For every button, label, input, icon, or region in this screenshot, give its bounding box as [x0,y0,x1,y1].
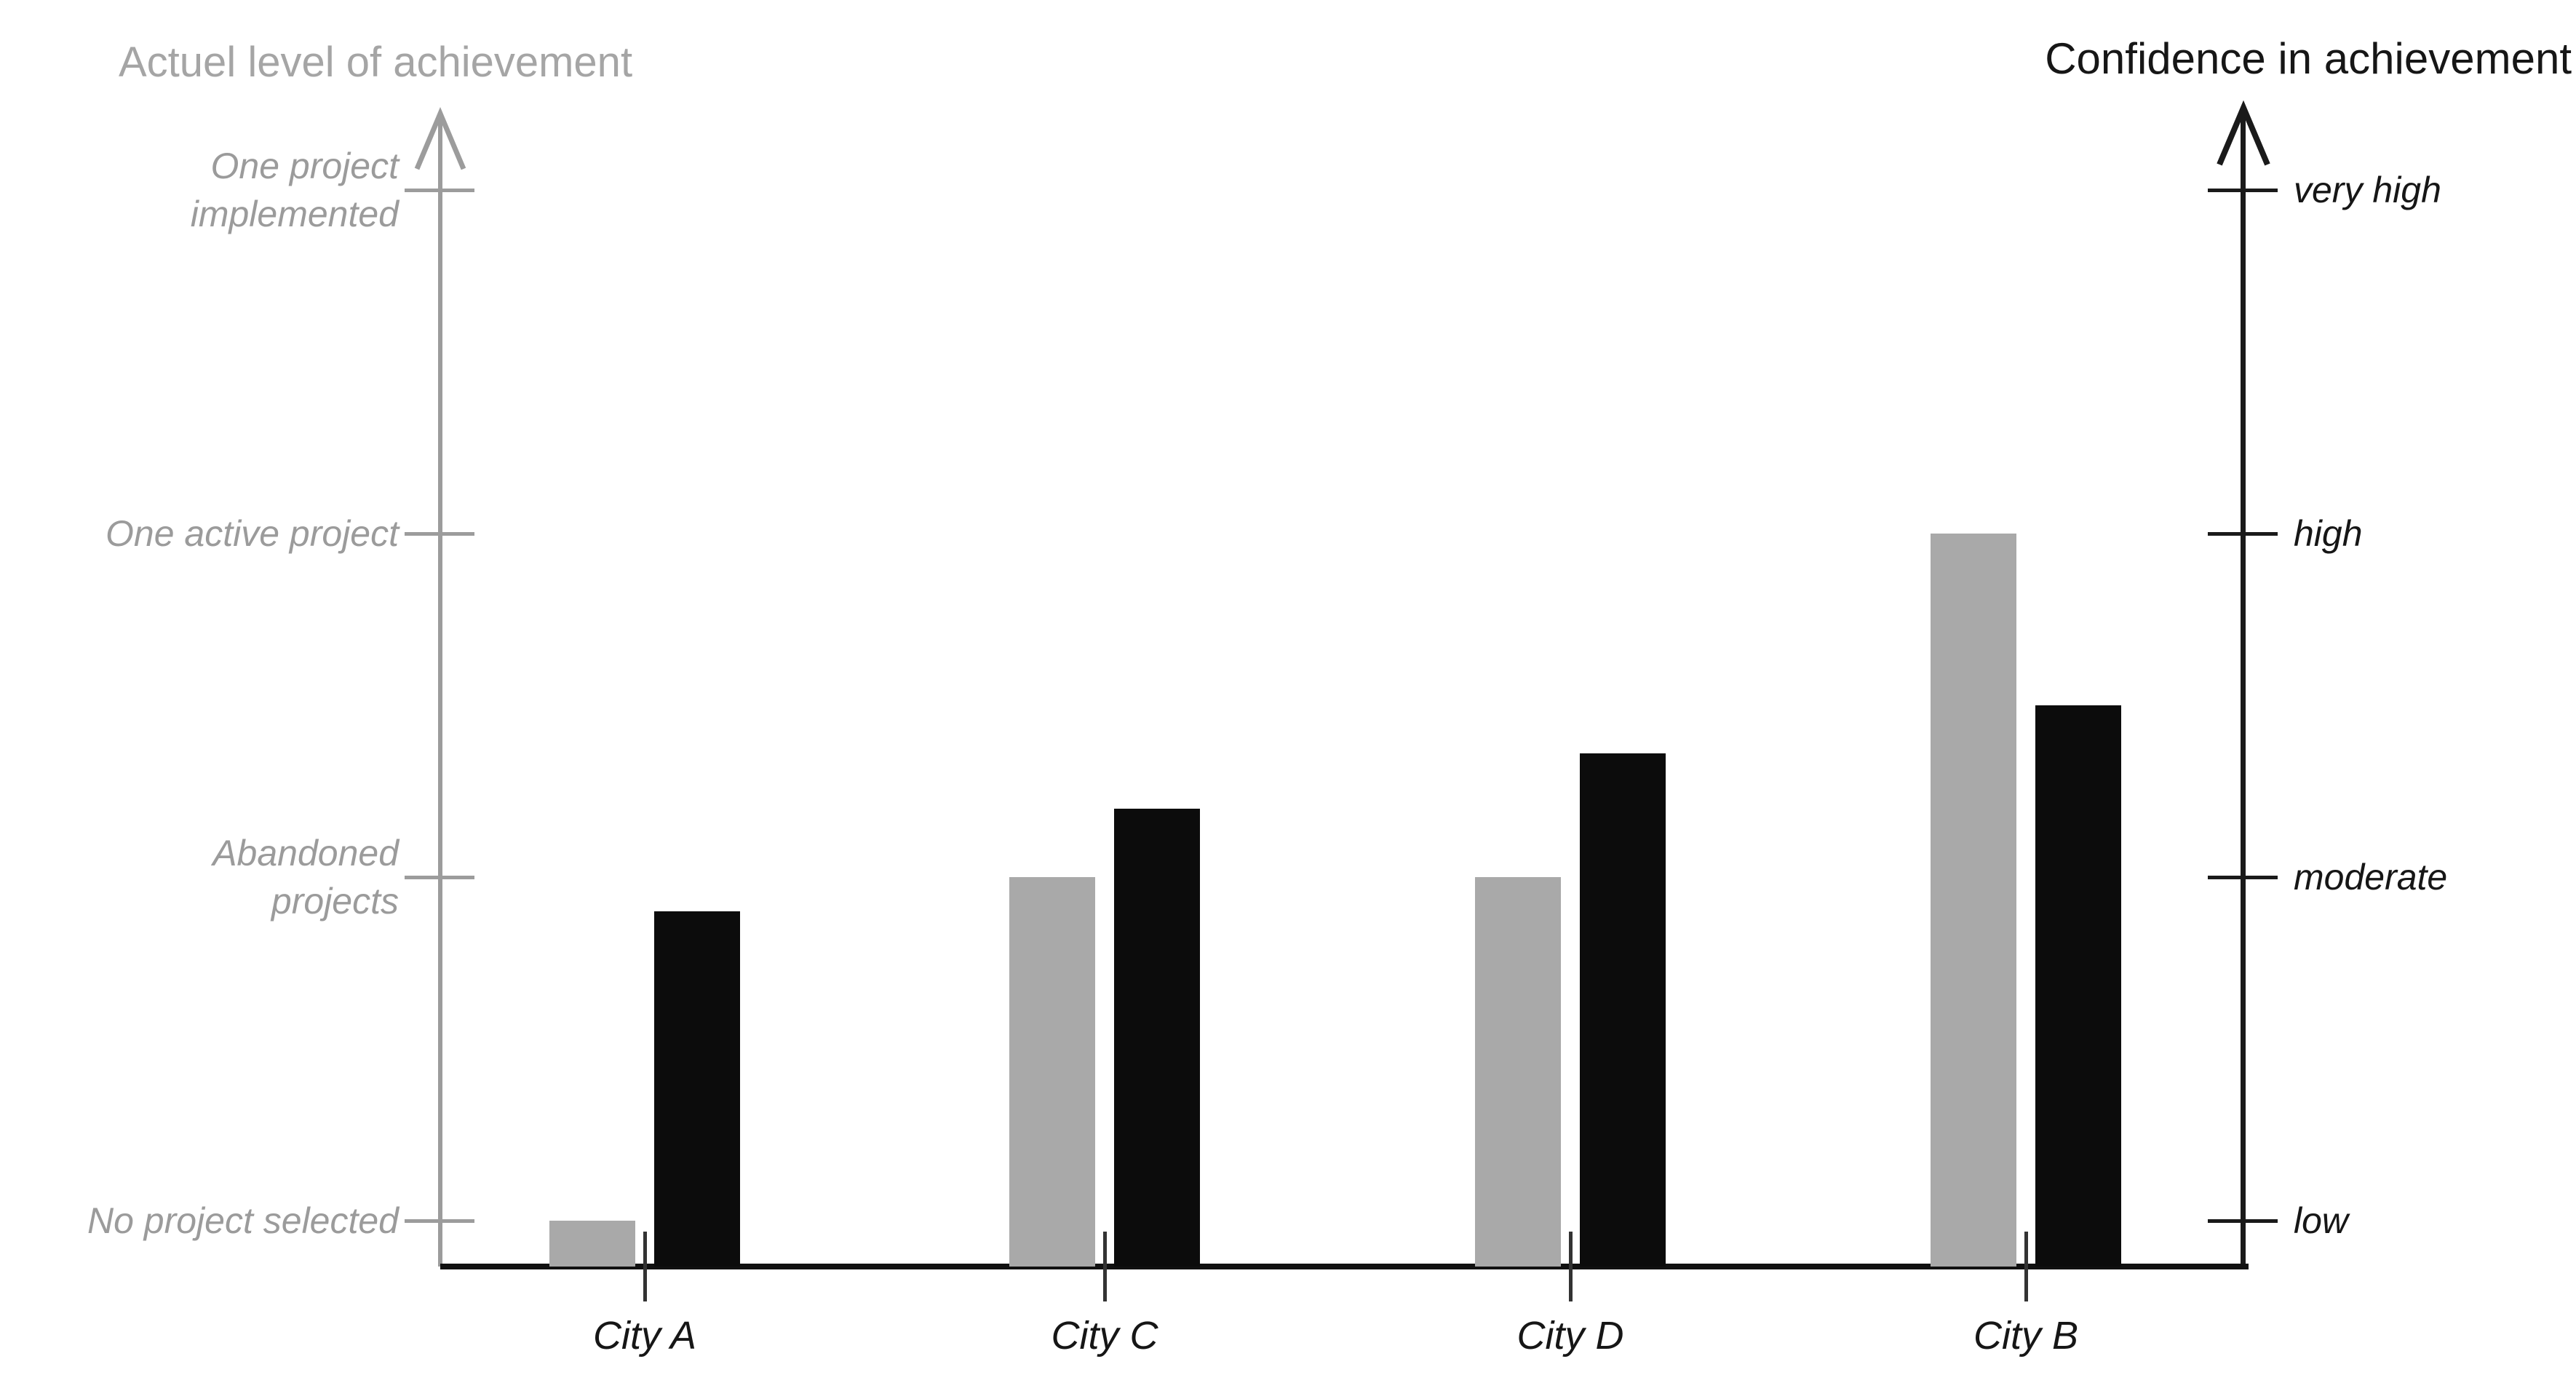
left-axis-line [438,116,442,1267]
right-axis-tick-label: low [2294,1200,2349,1241]
left-axis-tick [405,532,474,536]
x-axis-tick [1103,1232,1107,1301]
right-axis-tick [2208,189,2278,192]
left-axis-tick-label: Abandoned projects [212,833,399,922]
right-axis-line [2241,111,2246,1267]
x-axis-category-label: City C [1051,1314,1158,1358]
x-axis-tick [2024,1232,2028,1301]
right-axis-tick [2208,1219,2278,1223]
right-axis-tick [2208,876,2278,879]
left-axis-title: Actuel level of achievement [119,39,633,86]
left-axis-arrow-icon [414,106,466,170]
x-axis-category-label: City D [1516,1314,1624,1358]
right-axis-tick-label: very high [2294,170,2441,210]
right-axis-arrow-icon [2217,100,2270,166]
left-axis-tick [405,189,474,192]
x-axis-tick [643,1232,647,1301]
left-axis-tick [405,1219,474,1223]
bar-achievement-city-d [1475,877,1561,1267]
right-axis-tick-label: moderate [2294,857,2448,897]
bar-confidence-city-d [1580,753,1666,1267]
bar-confidence-city-b [2035,705,2121,1267]
bar-achievement-city-b [1931,534,2016,1267]
x-axis-category-label: City B [1973,1314,2079,1358]
left-axis-tick-label: One project implemented [190,146,399,234]
right-axis-tick [2208,532,2278,536]
right-axis-tick-label: high [2294,513,2363,554]
bar-confidence-city-a [654,911,740,1267]
x-axis-line [440,1264,2249,1269]
bar-confidence-city-c [1114,808,1200,1267]
left-axis-tick-label: One active project [106,513,399,554]
left-axis-tick-label: No project selected [87,1200,399,1241]
bar-achievement-city-a [549,1221,635,1267]
right-axis-title: Confidence in achievement [2045,34,2572,83]
bar-achievement-city-c [1009,877,1095,1267]
x-axis-tick [1569,1232,1573,1301]
x-axis-category-label: City A [592,1314,697,1358]
left-axis-tick [405,876,474,879]
